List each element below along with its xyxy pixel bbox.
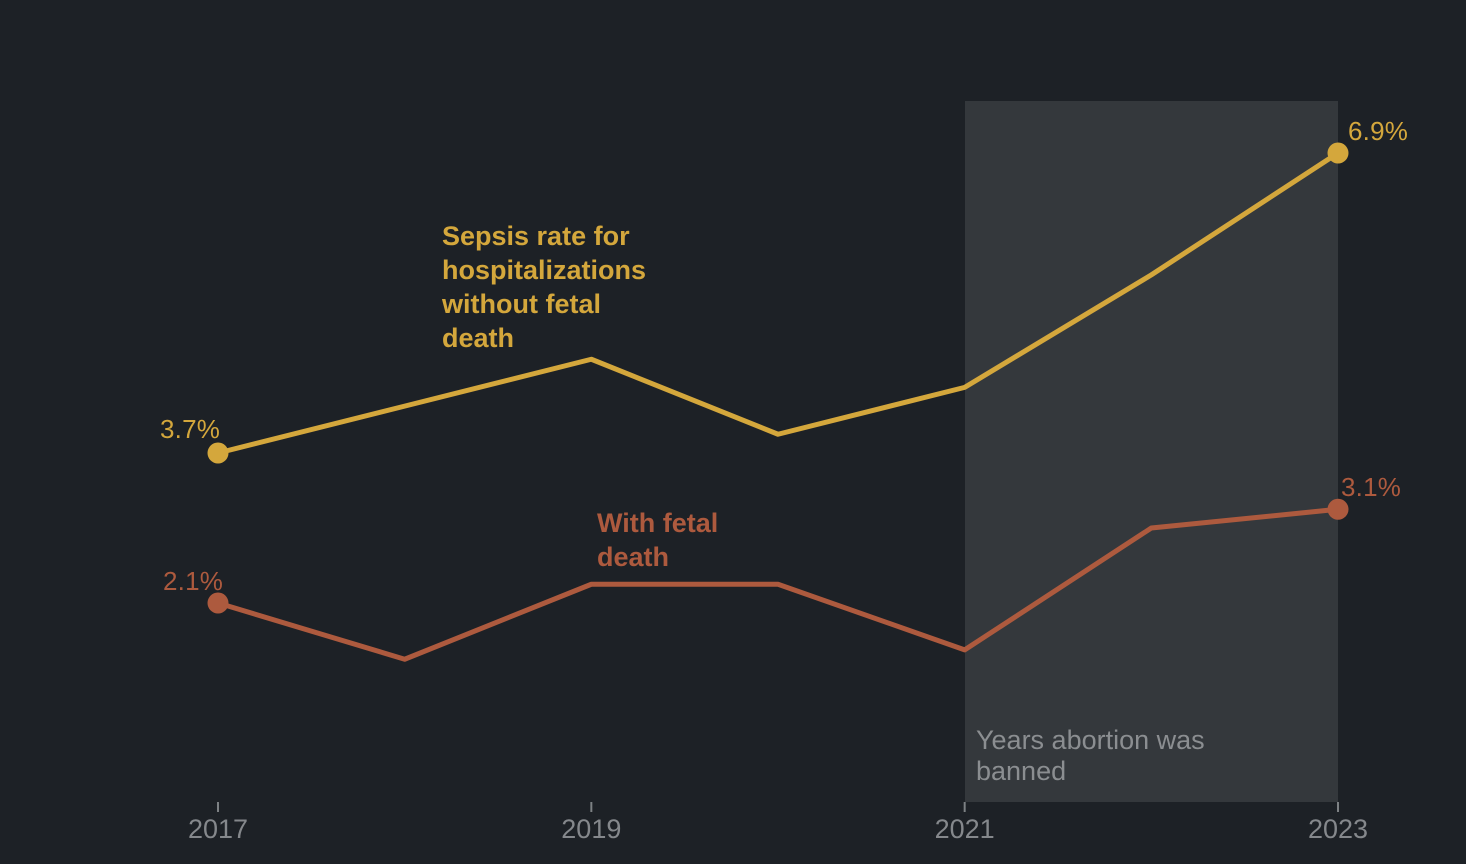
x-tick-label-2021: 2021	[934, 814, 995, 844]
series-with-fetal-death-start-marker	[207, 592, 229, 614]
series-with-fetal-death-end-marker	[1327, 498, 1349, 520]
series-line-without-fetal-death	[215, 150, 1341, 456]
x-tick-label-2017: 2017	[187, 814, 249, 844]
data-label-with-fetal-death-2017: 2.1%	[163, 566, 224, 596]
series-without-fetal-death-start-marker	[207, 442, 229, 464]
series-annotation-without-fetal-death: Sepsis rate for hospitalizations without…	[442, 221, 647, 353]
series-line-with-fetal-death	[215, 506, 1341, 662]
data-label-with-fetal-death-2023: 3.1%	[1341, 472, 1402, 502]
banned-years-highlight-region	[965, 101, 1338, 802]
series-annotation-with-fetal-death: With fetal death	[597, 508, 719, 572]
series-without-fetal-death-end-marker	[1327, 142, 1349, 164]
data-label-without-fetal-death-2017: 3.7%	[160, 414, 221, 444]
x-tick-label-2019: 2019	[561, 814, 622, 844]
data-label-without-fetal-death-2023: 6.9%	[1348, 116, 1409, 146]
banned-region-label: Years abortion was banned	[976, 725, 1205, 786]
x-tick-label-2023: 2023	[1307, 814, 1369, 844]
